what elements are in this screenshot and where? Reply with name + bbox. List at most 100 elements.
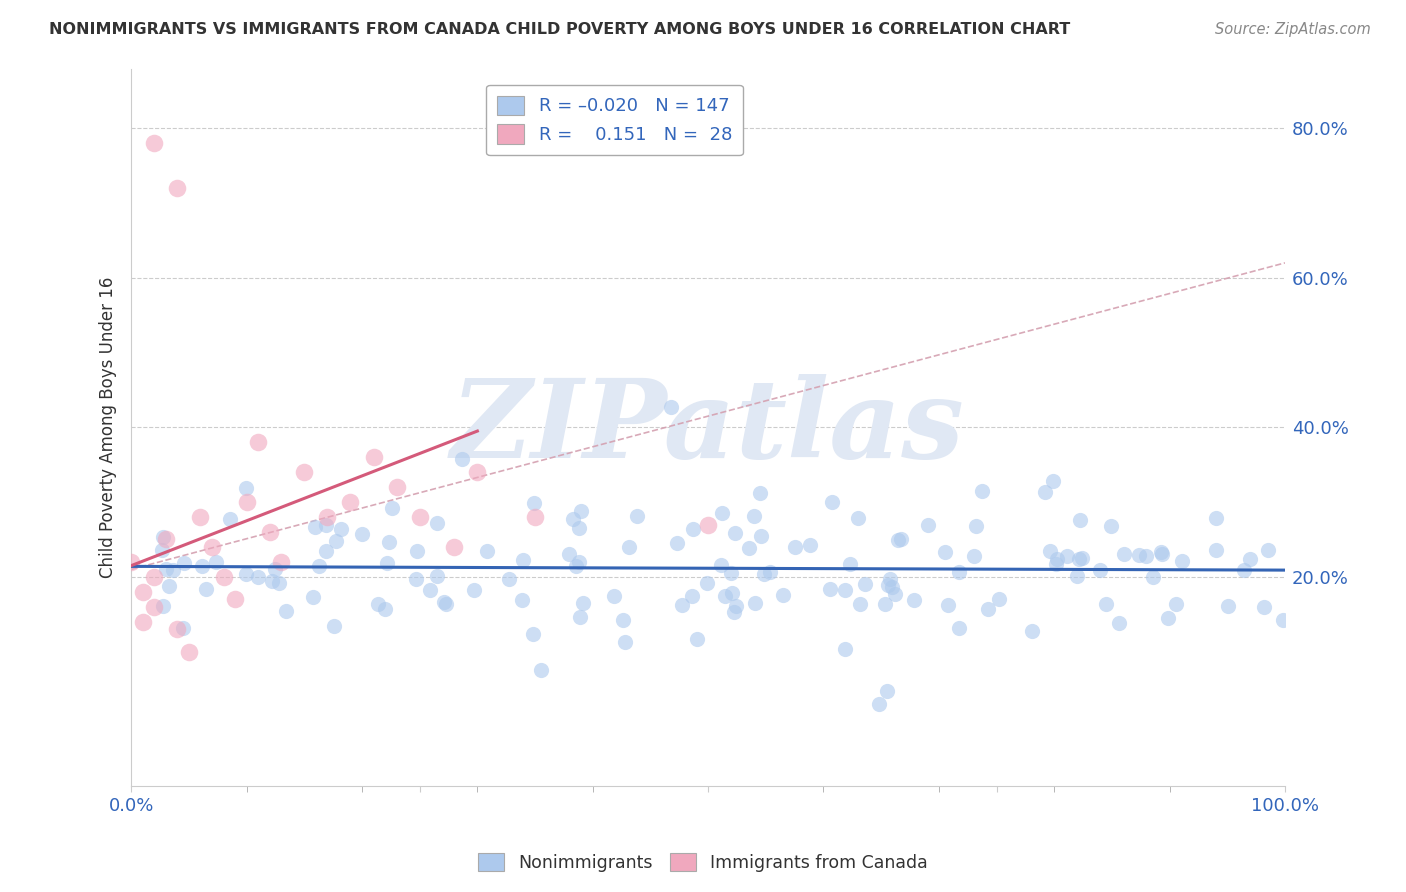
Point bbox=[1170, 554, 1192, 568]
Point bbox=[172, 621, 194, 635]
Point bbox=[152, 599, 174, 614]
Point bbox=[1101, 519, 1123, 533]
Point bbox=[190, 510, 212, 524]
Point bbox=[292, 465, 315, 479]
Point bbox=[304, 519, 326, 533]
Point bbox=[1233, 563, 1256, 577]
Point bbox=[818, 582, 841, 596]
Point bbox=[1069, 513, 1091, 527]
Point bbox=[132, 615, 155, 629]
Point bbox=[1166, 597, 1188, 611]
Point bbox=[970, 484, 993, 499]
Point bbox=[267, 575, 290, 590]
Point bbox=[1039, 544, 1062, 558]
Point bbox=[443, 540, 465, 554]
Point bbox=[710, 506, 733, 520]
Point bbox=[903, 593, 925, 607]
Point bbox=[405, 572, 427, 586]
Point bbox=[875, 597, 897, 611]
Point bbox=[235, 566, 257, 581]
Text: NONIMMIGRANTS VS IMMIGRANTS FROM CANADA CHILD POVERTY AMONG BOYS UNDER 16 CORREL: NONIMMIGRANTS VS IMMIGRANTS FROM CANADA … bbox=[49, 22, 1070, 37]
Point bbox=[173, 556, 195, 570]
Point bbox=[738, 541, 761, 555]
Point bbox=[1114, 547, 1136, 561]
Point bbox=[166, 622, 188, 636]
Point bbox=[235, 495, 257, 509]
Point bbox=[1070, 551, 1092, 566]
Point bbox=[315, 517, 337, 532]
Point bbox=[685, 632, 707, 646]
Point bbox=[380, 501, 402, 516]
Point bbox=[426, 569, 449, 583]
Point bbox=[367, 597, 389, 611]
Point bbox=[224, 592, 246, 607]
Point bbox=[323, 619, 346, 633]
Point bbox=[1128, 548, 1150, 562]
Point bbox=[274, 604, 297, 618]
Point bbox=[1271, 614, 1294, 628]
Legend: R = –0.020   N = 147, R =    0.151   N =  28: R = –0.020 N = 147, R = 0.151 N = 28 bbox=[486, 85, 742, 155]
Point bbox=[143, 599, 166, 614]
Point bbox=[325, 534, 347, 549]
Point bbox=[710, 558, 733, 572]
Point bbox=[936, 598, 959, 612]
Point bbox=[1108, 615, 1130, 630]
Point bbox=[665, 535, 688, 549]
Point bbox=[463, 582, 485, 597]
Point bbox=[143, 136, 166, 151]
Point bbox=[868, 697, 890, 711]
Point bbox=[1257, 543, 1279, 558]
Point bbox=[426, 516, 449, 530]
Point bbox=[725, 599, 748, 613]
Point bbox=[558, 547, 581, 561]
Point bbox=[419, 582, 441, 597]
Point bbox=[838, 557, 860, 571]
Point bbox=[522, 627, 544, 641]
Point bbox=[408, 510, 430, 524]
Point bbox=[877, 578, 900, 592]
Point bbox=[201, 540, 224, 554]
Point bbox=[1046, 551, 1069, 566]
Point bbox=[568, 610, 591, 624]
Point bbox=[849, 598, 872, 612]
Point bbox=[785, 540, 807, 554]
Point bbox=[821, 495, 844, 509]
Point bbox=[883, 587, 905, 601]
Point bbox=[152, 530, 174, 544]
Point bbox=[1088, 563, 1111, 577]
Point bbox=[572, 596, 595, 610]
Point bbox=[890, 533, 912, 547]
Point bbox=[948, 565, 970, 579]
Point bbox=[339, 495, 361, 509]
Point bbox=[614, 635, 637, 649]
Point bbox=[1205, 511, 1227, 525]
Point bbox=[1157, 611, 1180, 625]
Point bbox=[724, 525, 747, 540]
Point bbox=[195, 582, 218, 596]
Point bbox=[270, 555, 292, 569]
Point bbox=[568, 521, 591, 535]
Point bbox=[744, 597, 766, 611]
Point bbox=[1066, 569, 1088, 583]
Point bbox=[720, 566, 742, 580]
Point bbox=[120, 555, 142, 569]
Point bbox=[1239, 552, 1261, 566]
Point bbox=[205, 555, 228, 569]
Point bbox=[530, 663, 553, 677]
Point bbox=[162, 564, 184, 578]
Point bbox=[350, 527, 373, 541]
Point bbox=[218, 511, 240, 525]
Point bbox=[157, 579, 180, 593]
Point bbox=[262, 574, 284, 589]
Point bbox=[697, 517, 720, 532]
Point bbox=[385, 480, 408, 494]
Point bbox=[626, 509, 648, 524]
Point bbox=[987, 592, 1010, 607]
Point bbox=[713, 589, 735, 603]
Point bbox=[191, 559, 214, 574]
Point bbox=[565, 558, 588, 573]
Point bbox=[977, 601, 1000, 615]
Point bbox=[374, 601, 396, 615]
Point bbox=[467, 465, 489, 479]
Point bbox=[1218, 599, 1240, 613]
